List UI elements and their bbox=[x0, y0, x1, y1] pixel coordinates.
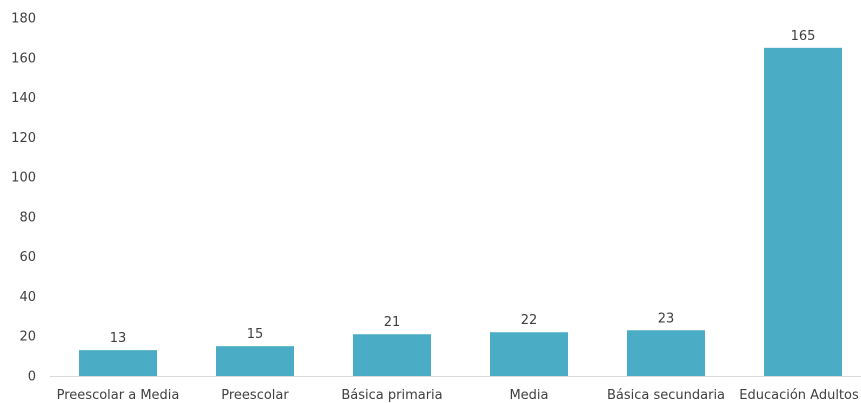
category-labels: Preescolar a Media Preescolar Básica prima… bbox=[57, 388, 859, 403]
y-tick-label: 20 bbox=[19, 330, 36, 345]
bar bbox=[627, 330, 705, 376]
category-label: Preescolar a Media bbox=[57, 388, 180, 403]
data-label: 13 bbox=[110, 331, 127, 346]
bar bbox=[353, 334, 431, 376]
bar bbox=[490, 332, 568, 376]
category-label: Preescolar bbox=[221, 388, 289, 403]
data-label: 15 bbox=[247, 327, 264, 342]
y-tick-label: 40 bbox=[19, 290, 36, 305]
y-tick-label: 160 bbox=[11, 51, 36, 66]
bar-series bbox=[79, 47, 842, 376]
y-axis-ticks: 0 20 40 60 80 100 120 140 160 180 bbox=[11, 12, 36, 385]
y-tick-label: 140 bbox=[11, 91, 36, 106]
data-labels: 13 15 21 22 23 165 bbox=[110, 29, 816, 346]
y-tick-label: 60 bbox=[19, 250, 36, 265]
category-label: Educación Adultos bbox=[739, 388, 859, 403]
bar bbox=[216, 346, 294, 376]
category-label: Básica secundaria bbox=[607, 388, 725, 403]
bar bbox=[79, 350, 157, 376]
data-label: 22 bbox=[521, 313, 538, 328]
data-label: 165 bbox=[791, 29, 816, 44]
y-tick-label: 100 bbox=[11, 171, 36, 186]
data-label: 21 bbox=[384, 315, 401, 330]
y-tick-label: 120 bbox=[11, 131, 36, 146]
data-label: 23 bbox=[658, 311, 675, 326]
y-tick-label: 180 bbox=[11, 12, 36, 27]
category-label: Media bbox=[509, 388, 548, 403]
category-label: Básica primaria bbox=[341, 388, 442, 403]
y-tick-label: 0 bbox=[28, 370, 36, 385]
bar bbox=[764, 47, 842, 376]
y-tick-label: 80 bbox=[19, 210, 36, 225]
